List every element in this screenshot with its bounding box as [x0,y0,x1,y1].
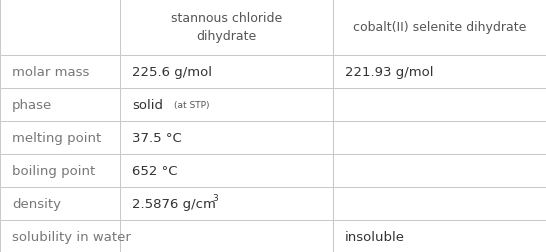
Text: 221.93 g/mol: 221.93 g/mol [345,66,434,79]
Text: boiling point: boiling point [12,164,95,177]
Text: 652 °C: 652 °C [132,164,177,177]
Text: density: density [12,197,61,210]
Text: melting point: melting point [12,132,101,144]
Text: solid: solid [132,99,163,112]
Text: solubility in water: solubility in water [12,230,131,243]
Text: molar mass: molar mass [12,66,90,79]
Text: 2.5876 g/cm: 2.5876 g/cm [132,197,216,210]
Text: 3: 3 [212,193,218,202]
Text: cobalt(II) selenite dihydrate: cobalt(II) selenite dihydrate [353,21,526,34]
Text: 225.6 g/mol: 225.6 g/mol [132,66,212,79]
Text: insoluble: insoluble [345,230,405,243]
Text: phase: phase [12,99,52,112]
Text: (at STP): (at STP) [174,101,210,110]
Text: stannous chloride
dihydrate: stannous chloride dihydrate [171,12,282,43]
Text: 37.5 °C: 37.5 °C [132,132,182,144]
